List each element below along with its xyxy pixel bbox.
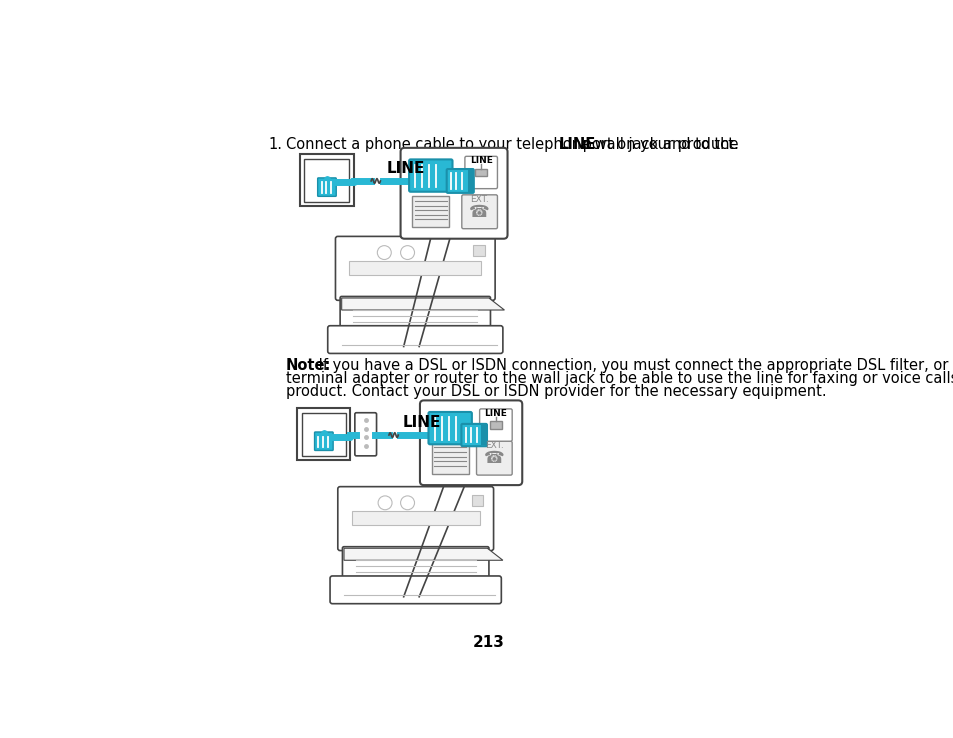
- Text: ☎: ☎: [483, 449, 504, 467]
- FancyBboxPatch shape: [446, 169, 474, 193]
- FancyBboxPatch shape: [340, 297, 490, 330]
- Circle shape: [400, 246, 415, 260]
- FancyBboxPatch shape: [461, 195, 497, 229]
- Bar: [304, 159, 349, 201]
- Text: ☎: ☎: [469, 203, 490, 221]
- Bar: [489, 421, 501, 429]
- FancyBboxPatch shape: [461, 424, 486, 446]
- Text: LINE: LINE: [558, 137, 596, 152]
- Text: 1.: 1.: [269, 137, 282, 152]
- Text: port on your product.: port on your product.: [578, 137, 738, 152]
- Text: LINE: LINE: [484, 409, 507, 418]
- Text: EXT.: EXT.: [470, 195, 489, 204]
- Text: EXT.: EXT.: [484, 441, 503, 450]
- FancyBboxPatch shape: [464, 156, 497, 189]
- Circle shape: [377, 246, 391, 260]
- Text: LINE: LINE: [469, 156, 492, 165]
- Bar: [475, 169, 487, 176]
- Circle shape: [400, 496, 415, 510]
- FancyBboxPatch shape: [328, 325, 502, 354]
- Circle shape: [377, 496, 392, 510]
- Polygon shape: [341, 298, 504, 310]
- Bar: [349, 261, 480, 275]
- FancyBboxPatch shape: [476, 441, 512, 475]
- Bar: [302, 413, 345, 456]
- Polygon shape: [344, 548, 502, 560]
- Text: Connect a phone cable to your telephone wall jack and to the: Connect a phone cable to your telephone …: [286, 137, 742, 152]
- FancyBboxPatch shape: [479, 409, 512, 441]
- FancyBboxPatch shape: [317, 178, 335, 196]
- FancyBboxPatch shape: [335, 236, 495, 300]
- FancyBboxPatch shape: [409, 159, 452, 192]
- Text: Note:: Note:: [286, 358, 331, 373]
- FancyBboxPatch shape: [355, 413, 376, 456]
- Bar: [472, 495, 483, 506]
- Bar: [480, 425, 485, 445]
- Text: product. Contact your DSL or ISDN provider for the necessary equipment.: product. Contact your DSL or ISDN provid…: [286, 384, 825, 399]
- FancyBboxPatch shape: [342, 547, 488, 580]
- Bar: [352, 511, 479, 525]
- Text: terminal adapter or router to the wall jack to be able to use the line for faxin: terminal adapter or router to the wall j…: [286, 371, 953, 386]
- FancyBboxPatch shape: [428, 412, 472, 444]
- Bar: [473, 245, 484, 255]
- Text: 213: 213: [473, 635, 504, 650]
- Bar: [412, 196, 449, 227]
- FancyBboxPatch shape: [337, 486, 493, 551]
- Bar: [468, 170, 472, 192]
- FancyBboxPatch shape: [330, 576, 500, 604]
- Text: LINE: LINE: [402, 415, 441, 430]
- FancyBboxPatch shape: [314, 432, 333, 450]
- Bar: [431, 443, 468, 474]
- Bar: [297, 408, 350, 461]
- FancyBboxPatch shape: [400, 148, 507, 238]
- Text: If you have a DSL or ISDN connection, you must connect the appropriate DSL filte: If you have a DSL or ISDN connection, yo…: [314, 358, 953, 373]
- Bar: [299, 154, 354, 207]
- Text: LINE: LINE: [386, 162, 424, 176]
- FancyBboxPatch shape: [419, 401, 521, 485]
